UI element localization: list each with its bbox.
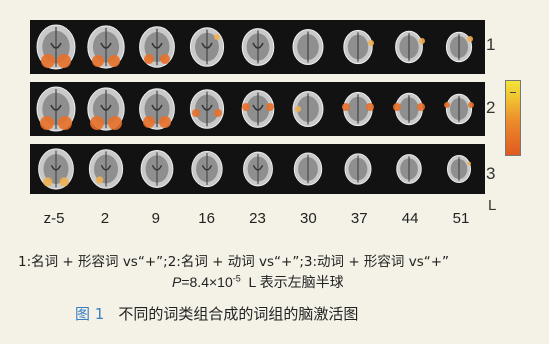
brain-slice	[336, 23, 380, 71]
p-label: P	[172, 274, 182, 290]
slice-label: 37	[350, 210, 368, 227]
brain-slice	[236, 147, 280, 191]
brain-slice	[135, 85, 179, 133]
slice-label: 9	[151, 210, 160, 227]
brain-row-2	[30, 82, 485, 136]
brain-slice	[34, 85, 78, 133]
slice-label: 51	[452, 210, 470, 227]
stats-line: P=8.4×10-5 L 表示左脑半球	[172, 272, 344, 292]
brain-slice	[286, 85, 330, 133]
brain-slice	[135, 147, 179, 191]
figure-legend: 1:名词 + 形容词 vs“+”;2:名词 + 动词 vs“+”;3:动词 + …	[18, 254, 450, 270]
slice-label: 2	[100, 210, 110, 227]
brain-slice	[336, 85, 380, 133]
brain-slice	[185, 147, 229, 191]
slice-label: 44	[401, 210, 419, 227]
row-label-1: 1	[486, 35, 496, 54]
brain-slice	[84, 23, 128, 71]
row-label-2: 2	[486, 98, 496, 117]
brain-row-3	[30, 144, 485, 194]
colorbar	[505, 80, 521, 156]
brain-slice	[185, 85, 229, 133]
brain-slice	[185, 23, 229, 71]
brain-slice	[34, 147, 78, 191]
slice-label: z-5	[43, 210, 65, 227]
brain-slice	[387, 23, 431, 71]
row-label-3: 3	[486, 164, 496, 183]
brain-slice	[236, 23, 280, 71]
brain-slice	[437, 85, 481, 133]
brain-activation-figure	[30, 20, 485, 194]
brain-row-1	[30, 20, 485, 74]
caption-text: 不同的词类组合成的词组的脑激活图	[118, 305, 359, 323]
p-value: =8.4×10	[181, 274, 233, 290]
slice-label: 16	[198, 210, 215, 227]
slice-label: 30	[300, 210, 317, 227]
brain-slice	[236, 85, 280, 133]
brain-slice	[34, 23, 78, 71]
figure-caption: 图 1 不同的词类组合成的词组的脑激活图	[75, 303, 358, 324]
brain-slice	[84, 85, 128, 133]
brain-slice	[336, 147, 380, 191]
brain-slice	[437, 147, 481, 191]
p-exponent: -5	[232, 273, 241, 284]
colorbar-tick	[510, 92, 516, 93]
slice-labels: z-5 2 9 16 23 30 37 44 51	[30, 210, 485, 227]
slice-label: 23	[249, 210, 266, 227]
brain-slice	[387, 147, 431, 191]
brain-slice	[437, 23, 481, 71]
hemisphere-note: L 表示左脑半球	[248, 274, 344, 290]
brain-slice	[387, 85, 431, 133]
hemisphere-label: L	[488, 197, 497, 214]
brain-slice	[84, 147, 128, 191]
brain-slice	[135, 23, 179, 71]
brain-slice	[286, 23, 330, 71]
brain-slice	[286, 147, 330, 191]
figure-number: 图 1	[75, 305, 105, 323]
